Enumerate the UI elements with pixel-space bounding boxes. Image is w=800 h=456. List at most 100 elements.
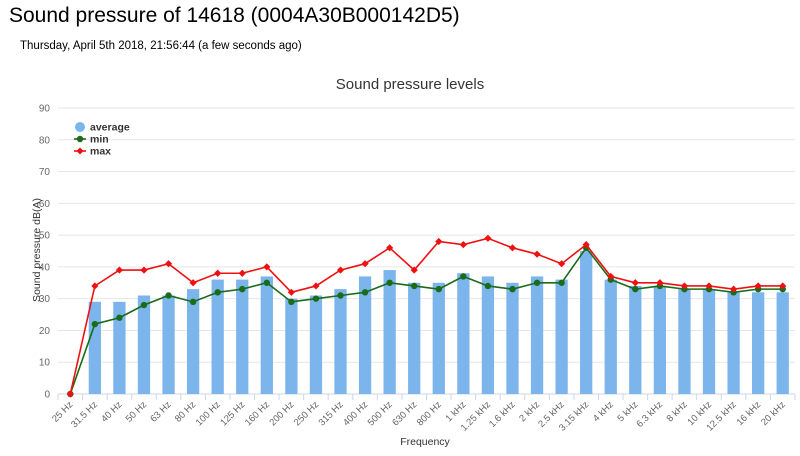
max-point bbox=[312, 282, 320, 290]
min-point bbox=[361, 289, 369, 296]
y-axis-ticks: 0 10 20 30 40 50 60 70 80 90 bbox=[39, 104, 51, 401]
average-bar bbox=[604, 279, 617, 394]
average-bar bbox=[457, 273, 470, 394]
min-series-line bbox=[69, 246, 783, 395]
min-point bbox=[337, 292, 344, 299]
min-point bbox=[411, 282, 418, 290]
min-point bbox=[509, 285, 516, 293]
timestamp: Thursday, April 5th 2018, 21:56:44 (a fe… bbox=[20, 40, 302, 52]
average-bar bbox=[629, 285, 642, 394]
average-bar bbox=[580, 251, 593, 394]
y-tick-label: 20 bbox=[39, 326, 51, 337]
max-point bbox=[361, 260, 369, 268]
x-tick-label: 400 Hz bbox=[341, 399, 370, 428]
max-point bbox=[779, 282, 787, 290]
average-bar bbox=[260, 276, 273, 394]
x-tick-label: 500 Hz bbox=[366, 399, 395, 428]
min-point bbox=[632, 285, 639, 293]
max-point bbox=[410, 266, 418, 274]
max-point bbox=[459, 241, 467, 249]
min-point bbox=[214, 289, 221, 296]
x-axis-title: Frequency bbox=[400, 436, 450, 448]
max-point bbox=[238, 269, 246, 277]
min-point bbox=[386, 279, 393, 286]
average-bar bbox=[88, 301, 101, 394]
average-bar bbox=[678, 289, 691, 394]
average-bar bbox=[776, 292, 789, 394]
average-bar bbox=[358, 276, 372, 394]
average-bars bbox=[88, 251, 789, 394]
series-lines bbox=[66, 234, 787, 398]
y-tick-label: 60 bbox=[39, 199, 51, 210]
max-point bbox=[582, 241, 590, 249]
legend-label-max: max bbox=[90, 146, 111, 158]
y-tick-label: 80 bbox=[39, 135, 51, 146]
y-tick-label: 90 bbox=[39, 104, 51, 115]
max-point bbox=[484, 234, 492, 242]
min-point bbox=[116, 314, 123, 321]
average-bar bbox=[211, 279, 224, 394]
max-point bbox=[386, 244, 394, 252]
average-bar bbox=[113, 301, 126, 394]
x-tick-label: 31.5 Hz bbox=[69, 399, 100, 430]
x-tick-label: 40 Hz bbox=[99, 399, 125, 425]
average-bar bbox=[555, 279, 568, 394]
average-bar bbox=[653, 285, 667, 394]
max-point bbox=[656, 279, 664, 287]
max-point bbox=[189, 279, 197, 287]
grid-lines bbox=[58, 107, 795, 395]
max-point bbox=[607, 272, 615, 281]
min-point bbox=[288, 298, 295, 306]
x-tick-label: 63 Hz bbox=[148, 399, 174, 425]
average-bar bbox=[236, 279, 249, 394]
max-point bbox=[66, 390, 74, 398]
x-tick-label: 20 kHz bbox=[759, 399, 788, 428]
max-point bbox=[336, 266, 345, 274]
max-point bbox=[140, 266, 148, 274]
min-point bbox=[189, 298, 197, 306]
average-bar bbox=[530, 276, 544, 394]
max-point bbox=[214, 269, 222, 277]
average-bar bbox=[285, 298, 298, 394]
average-bar bbox=[702, 289, 716, 394]
max-series-line bbox=[69, 237, 783, 395]
max-point bbox=[508, 244, 517, 252]
legend-min-symbol bbox=[76, 135, 84, 143]
y-tick-label: 40 bbox=[39, 262, 51, 273]
legend-label-average: average bbox=[90, 122, 130, 134]
max-point bbox=[115, 266, 124, 274]
x-tick-label: 800 Hz bbox=[415, 399, 444, 428]
min-point bbox=[140, 301, 148, 309]
max-point bbox=[263, 263, 271, 271]
y-tick-label: 50 bbox=[39, 231, 51, 242]
min-point bbox=[435, 285, 442, 293]
legend-label-min: min bbox=[90, 134, 109, 146]
average-bar bbox=[162, 295, 175, 394]
min-point bbox=[533, 279, 541, 286]
y-axis-title: Sound pressure dB(A) bbox=[31, 198, 43, 302]
x-tick-label: 250 Hz bbox=[292, 399, 321, 428]
average-bar bbox=[137, 295, 151, 394]
min-point bbox=[312, 295, 320, 302]
max-point bbox=[558, 260, 566, 268]
min-point bbox=[460, 273, 467, 280]
average-bar bbox=[309, 295, 323, 394]
y-tick-label: 30 bbox=[39, 294, 51, 305]
x-tick-label: 1.6 kHz bbox=[487, 399, 518, 430]
y-tick-label: 10 bbox=[39, 358, 51, 369]
x-tick-label: 50 Hz bbox=[124, 399, 150, 425]
x-tick-label: 200 Hz bbox=[267, 399, 296, 428]
chart-title: Sound pressure levels bbox=[336, 76, 484, 93]
min-point bbox=[263, 279, 271, 286]
max-point bbox=[680, 282, 689, 290]
max-point bbox=[705, 282, 713, 290]
max-point bbox=[631, 279, 639, 287]
min-point bbox=[558, 279, 565, 286]
x-tick-label: 16 kHz bbox=[735, 399, 764, 428]
page-title: Sound pressure of 14618 (0004A30B000142D… bbox=[9, 4, 460, 27]
x-tick-label: 100 Hz bbox=[194, 399, 223, 428]
max-point bbox=[533, 250, 541, 258]
min-point bbox=[91, 320, 99, 328]
average-bar bbox=[432, 282, 445, 394]
